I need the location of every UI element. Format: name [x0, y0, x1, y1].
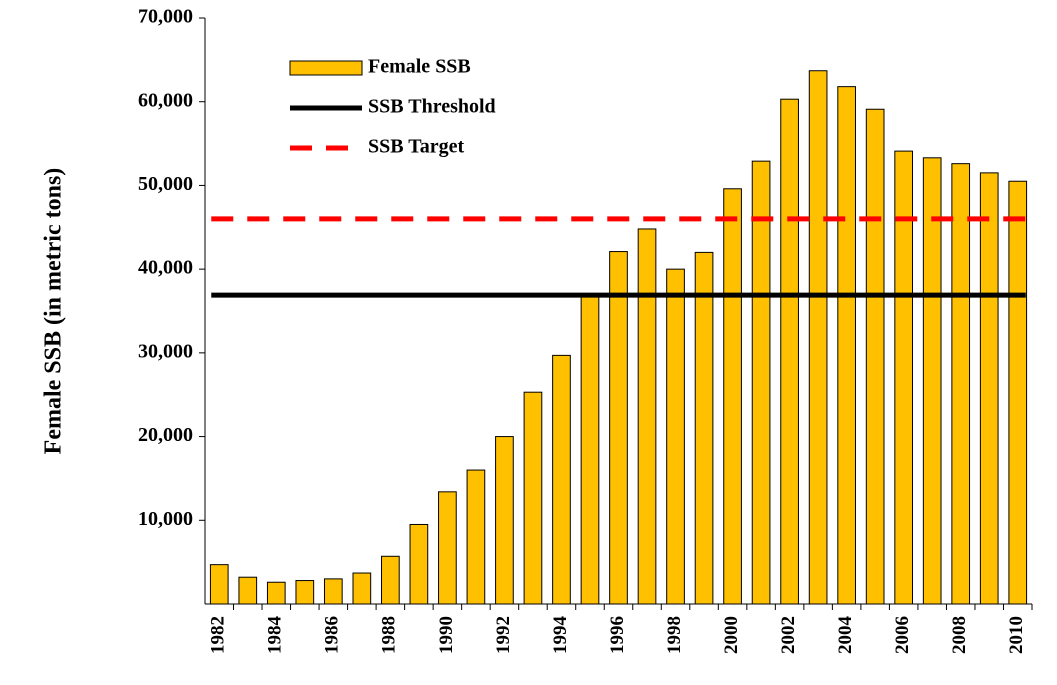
x-tick-label: 2000 [721, 616, 742, 654]
y-tick-label: 70,000 [138, 6, 193, 28]
bar [238, 576, 258, 605]
bar [865, 108, 885, 605]
x-tick-label: 1996 [607, 616, 628, 654]
bar [295, 580, 315, 605]
y-tick-label: 60,000 [138, 89, 193, 111]
x-tick-label: 1986 [322, 616, 343, 654]
y-tick-label: 10,000 [138, 508, 193, 530]
bar [637, 228, 657, 605]
bar [209, 564, 229, 605]
bar [438, 491, 457, 605]
bar [951, 163, 971, 605]
x-tick-label: 2004 [835, 616, 856, 655]
bar [266, 581, 286, 605]
bar [409, 523, 429, 605]
y-axis-title: Female SSB (in metric tons) [41, 168, 67, 455]
bar [323, 578, 343, 605]
x-tick-label: 1998 [664, 616, 685, 654]
bar [723, 188, 742, 605]
bar [666, 268, 685, 605]
bar [580, 293, 600, 605]
bar [694, 251, 714, 605]
x-tick-label: 2002 [778, 616, 799, 654]
bar [609, 251, 628, 605]
bar [495, 436, 514, 605]
bar [808, 70, 828, 605]
x-tick-label: 2008 [949, 616, 970, 654]
bar [381, 555, 400, 605]
legend-label: SSB Threshold [368, 96, 496, 118]
legend-label: SSB Target [368, 136, 464, 158]
bar [552, 354, 571, 605]
bar [466, 469, 486, 605]
x-tick-label: 1984 [265, 616, 286, 655]
x-tick-label: 1990 [436, 616, 457, 654]
bar [1008, 180, 1028, 605]
bar [352, 572, 372, 605]
bar [523, 391, 543, 605]
x-tick-label: 1994 [550, 616, 571, 655]
y-tick-label: 50,000 [138, 173, 193, 195]
x-tick-label: 1988 [379, 616, 400, 654]
bar [979, 172, 999, 605]
y-tick-label: 40,000 [138, 257, 193, 279]
x-tick-label: 1982 [208, 616, 229, 654]
bar [922, 157, 942, 605]
bar [751, 160, 771, 605]
legend-swatch [289, 60, 363, 76]
bar [780, 98, 799, 605]
x-tick-label: 2006 [892, 616, 913, 654]
x-tick-label: 2010 [1006, 616, 1027, 654]
y-tick-label: 30,000 [138, 340, 193, 362]
x-tick-label: 1992 [493, 616, 514, 654]
bar [837, 86, 856, 605]
y-tick-label: 20,000 [138, 424, 193, 446]
legend-label: Female SSB [368, 56, 471, 78]
